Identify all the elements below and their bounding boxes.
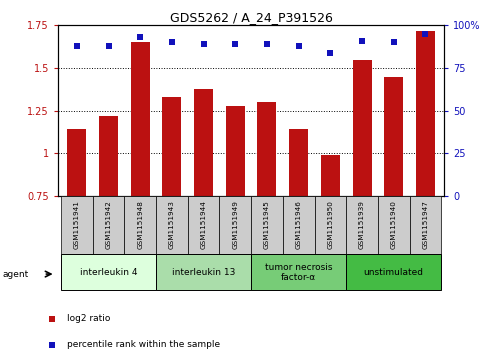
Point <box>73 43 81 49</box>
Point <box>327 50 334 56</box>
FancyBboxPatch shape <box>251 196 283 254</box>
Text: GSM1151949: GSM1151949 <box>232 201 238 249</box>
Text: GSM1151946: GSM1151946 <box>296 201 302 249</box>
Point <box>168 40 176 45</box>
FancyBboxPatch shape <box>219 196 251 254</box>
Text: GSM1151943: GSM1151943 <box>169 201 175 249</box>
FancyBboxPatch shape <box>61 254 156 290</box>
Bar <box>226 106 245 196</box>
Text: GSM1151940: GSM1151940 <box>391 201 397 249</box>
FancyBboxPatch shape <box>61 196 93 254</box>
Point <box>231 41 239 47</box>
Point <box>105 43 113 49</box>
Text: GSM1151945: GSM1151945 <box>264 201 270 249</box>
Bar <box>353 60 371 196</box>
Text: interleukin 4: interleukin 4 <box>80 268 137 277</box>
FancyBboxPatch shape <box>346 196 378 254</box>
Bar <box>257 102 276 196</box>
FancyBboxPatch shape <box>251 254 346 290</box>
Text: GSM1151942: GSM1151942 <box>106 201 112 249</box>
FancyBboxPatch shape <box>93 196 125 254</box>
Text: GSM1151947: GSM1151947 <box>422 201 428 249</box>
Point <box>200 41 208 47</box>
Title: GDS5262 / A_24_P391526: GDS5262 / A_24_P391526 <box>170 11 333 24</box>
Bar <box>384 77 403 196</box>
Point <box>422 31 429 37</box>
FancyBboxPatch shape <box>378 196 410 254</box>
FancyBboxPatch shape <box>188 196 219 254</box>
Point <box>295 43 302 49</box>
Point <box>358 38 366 44</box>
Bar <box>321 155 340 196</box>
Point <box>48 342 56 348</box>
Bar <box>162 97 182 196</box>
Point <box>136 34 144 40</box>
Text: unstimulated: unstimulated <box>364 268 424 277</box>
Text: GSM1151948: GSM1151948 <box>137 201 143 249</box>
Text: GSM1151939: GSM1151939 <box>359 201 365 249</box>
Bar <box>68 130 86 196</box>
FancyBboxPatch shape <box>314 196 346 254</box>
FancyBboxPatch shape <box>283 196 314 254</box>
Text: percentile rank within the sample: percentile rank within the sample <box>67 340 220 349</box>
Point <box>263 41 271 47</box>
FancyBboxPatch shape <box>410 196 441 254</box>
FancyBboxPatch shape <box>156 196 188 254</box>
Text: interleukin 13: interleukin 13 <box>172 268 235 277</box>
FancyBboxPatch shape <box>346 254 441 290</box>
Text: tumor necrosis
factor-α: tumor necrosis factor-α <box>265 262 332 282</box>
Bar <box>99 116 118 196</box>
FancyBboxPatch shape <box>125 196 156 254</box>
Point <box>48 316 56 322</box>
Bar <box>289 130 308 196</box>
Text: GSM1151941: GSM1151941 <box>74 201 80 249</box>
Text: log2 ratio: log2 ratio <box>67 314 110 323</box>
FancyBboxPatch shape <box>156 254 251 290</box>
Text: GSM1151944: GSM1151944 <box>200 201 207 249</box>
Bar <box>131 42 150 196</box>
Point <box>390 40 398 45</box>
Text: agent: agent <box>2 270 28 278</box>
Text: GSM1151950: GSM1151950 <box>327 201 333 249</box>
Bar <box>416 30 435 196</box>
Bar <box>194 89 213 196</box>
